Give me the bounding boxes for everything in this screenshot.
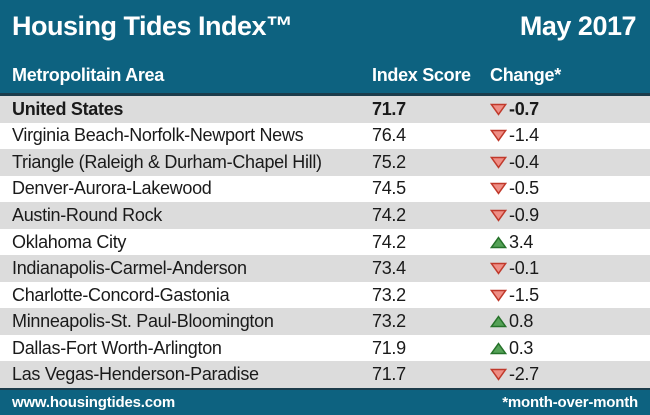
down-triangle-icon	[490, 103, 507, 116]
change-value: -0.1	[509, 258, 539, 279]
metro-area-name: Denver-Aurora-Lakewood	[12, 178, 212, 199]
change-cell: -0.5	[490, 178, 650, 199]
metro-area-name: Virginia Beach-Norfolk-Newport News	[12, 125, 304, 146]
metro-area-name: Minneapolis-St. Paul-Bloomington	[12, 311, 274, 332]
table-row: Triangle (Raleigh & Durham-Chapel Hill) …	[0, 149, 650, 176]
change-cell: -0.7	[490, 99, 650, 120]
website-url: www.housingtides.com	[12, 394, 175, 411]
change-cell: -1.4	[490, 125, 650, 146]
index-score-value: 73.4	[372, 258, 406, 279]
metro-area-name: Indianapolis-Carmel-Anderson	[12, 258, 247, 279]
change-value: -0.5	[509, 178, 539, 199]
change-value: -0.4	[509, 151, 539, 172]
change-value: -1.4	[509, 125, 539, 146]
change-value: 3.4	[509, 231, 534, 252]
table-row: Denver-Aurora-Lakewood 74.5 -0.5	[0, 175, 650, 203]
up-triangle-icon	[490, 235, 507, 248]
change-cell: -0.4	[490, 152, 650, 173]
index-score-value: 74.2	[372, 204, 406, 225]
down-triangle-icon	[490, 262, 507, 275]
change-value: -0.7	[509, 98, 539, 119]
metro-area-name: Triangle (Raleigh & Durham-Chapel Hill)	[12, 151, 322, 172]
down-triangle-icon	[490, 183, 507, 196]
report-footer: www.housingtides.com *month-over-month	[0, 388, 650, 415]
change-cell: -1.5	[490, 285, 650, 306]
footnote: *month-over-month	[502, 394, 638, 411]
index-score-value: 71.7	[372, 98, 406, 119]
index-score-value: 74.2	[372, 231, 406, 252]
change-cell: 3.4	[490, 232, 650, 253]
table-row: Dallas-Fort Worth-Arlington 71.9 0.3	[0, 334, 650, 362]
down-triangle-icon	[490, 130, 507, 143]
table-row: Oklahoma City 74.2 3.4	[0, 228, 650, 256]
change-value: 0.8	[509, 311, 534, 332]
metro-area-name: Dallas-Fort Worth-Arlington	[12, 337, 222, 358]
metro-area-name: Austin-Round Rock	[12, 204, 162, 225]
index-score-value: 74.5	[372, 178, 406, 199]
report-header: Housing Tides Index™ May 2017 Metropolit…	[0, 0, 650, 96]
change-value: -1.5	[509, 284, 539, 305]
table-row: Charlotte-Concord-Gastonia 73.2 -1.5	[0, 281, 650, 309]
change-value: -0.9	[509, 204, 539, 225]
column-header-index-score: Index Score	[372, 65, 471, 85]
table-row: Austin-Round Rock 74.2 -0.9	[0, 202, 650, 229]
change-cell: -2.7	[490, 364, 650, 385]
index-score-value: 71.9	[372, 337, 406, 358]
metro-area-name: Oklahoma City	[12, 231, 127, 252]
change-cell: -0.9	[490, 205, 650, 226]
change-cell: -0.1	[490, 258, 650, 279]
metro-area-name: United States	[12, 98, 124, 119]
table-column-headers: Metropolitain Area Index Score Change*	[0, 65, 650, 93]
title-row: Housing Tides Index™ May 2017	[0, 0, 650, 42]
table-row: Virginia Beach-Norfolk-Newport News 76.4…	[0, 122, 650, 150]
table-row: Las Vegas-Henderson-Paradise 71.7 -2.7	[0, 361, 650, 389]
change-value: -2.7	[509, 364, 539, 385]
down-triangle-icon	[490, 368, 507, 382]
report-date: May 2017	[519, 11, 637, 41]
index-table-body: United States 71.7 -0.7 Virginia Beach-N…	[0, 96, 650, 389]
up-triangle-icon	[490, 315, 507, 328]
metro-area-name: Las Vegas-Henderson-Paradise	[12, 364, 259, 385]
column-header-metro-area: Metropolitain Area	[12, 65, 164, 85]
column-header-change: Change*	[490, 65, 561, 85]
index-score-value: 73.2	[372, 284, 406, 305]
index-score-value: 75.2	[372, 151, 406, 172]
up-triangle-icon	[490, 341, 507, 354]
down-triangle-icon	[490, 289, 507, 302]
down-triangle-icon	[490, 156, 507, 169]
change-value: 0.3	[509, 337, 534, 358]
page-title: Housing Tides Index™	[12, 11, 293, 41]
change-cell: 0.8	[490, 311, 650, 332]
index-score-value: 76.4	[372, 125, 406, 146]
change-cell: 0.3	[490, 338, 650, 359]
table-row: Indianapolis-Carmel-Anderson 73.4 -0.1	[0, 255, 650, 282]
down-triangle-icon	[490, 209, 507, 222]
index-score-value: 71.7	[372, 364, 406, 385]
metro-area-name: Charlotte-Concord-Gastonia	[12, 284, 230, 305]
index-score-value: 73.2	[372, 311, 406, 332]
table-row: Minneapolis-St. Paul-Bloomington 73.2 0.…	[0, 308, 650, 335]
table-row: United States 71.7 -0.7	[0, 96, 650, 123]
